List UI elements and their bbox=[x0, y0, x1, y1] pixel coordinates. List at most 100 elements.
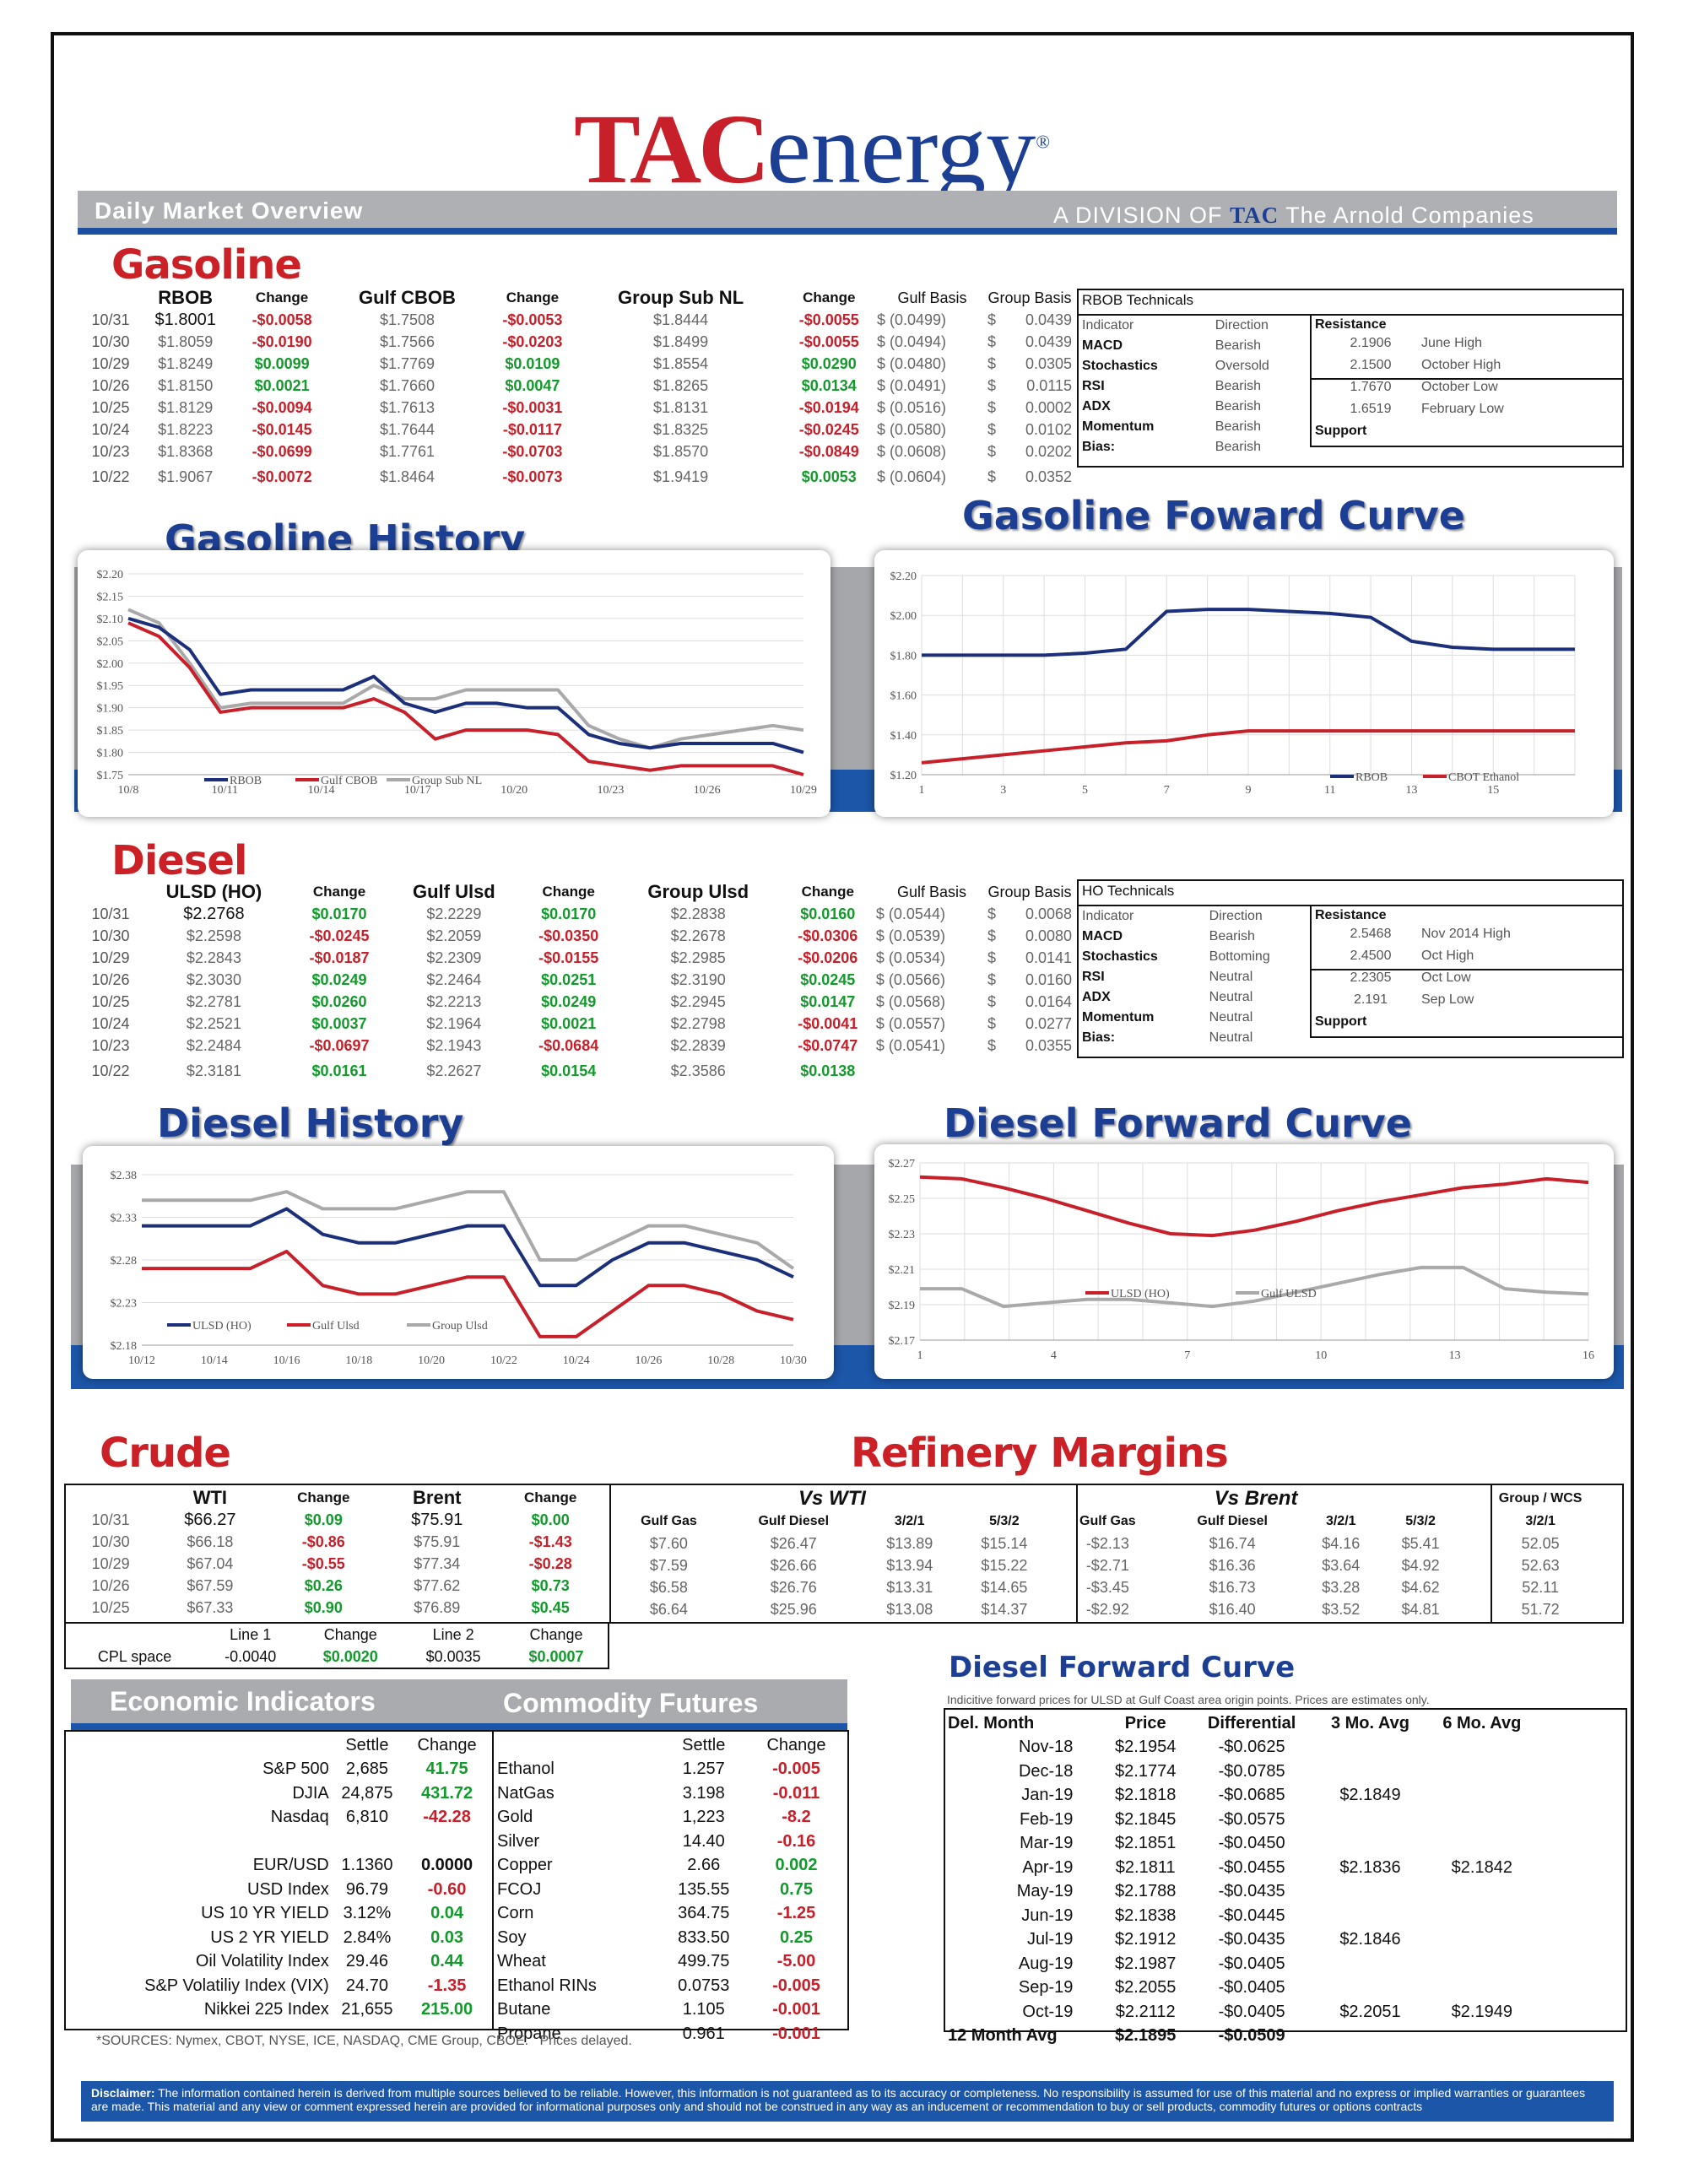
fc-cell: -$0.0575 bbox=[1218, 1809, 1285, 1829]
change-cell: -$0.0203 bbox=[502, 332, 563, 350]
table-row: 10/30 $66.18 -$0.86 $75.91 -$1.43 bbox=[68, 1531, 608, 1553]
name-cell: Corn bbox=[497, 1904, 534, 1923]
value-cell: $ (0.0516) bbox=[877, 398, 947, 416]
header-underline bbox=[78, 228, 1617, 235]
change-cell: $0.0021 bbox=[254, 376, 310, 394]
price-cell: $67.59 bbox=[187, 1576, 234, 1594]
table-row: Silver 14.40 -0.16 bbox=[496, 1830, 846, 1854]
table-row: Aug-19 $2.1987 -$0.0405 bbox=[947, 1952, 1538, 1976]
table-row: FCOJ 135.55 0.75 bbox=[496, 1878, 846, 1902]
date-cell: 10/24 bbox=[91, 1014, 130, 1032]
price-cell: $67.04 bbox=[187, 1554, 234, 1572]
series-line-ulsd-ho- bbox=[142, 1207, 794, 1288]
fc-cell bbox=[1314, 1904, 1426, 1928]
column-header: Gulf Gas bbox=[1079, 1514, 1136, 1528]
diesel-history-title: Diesel History bbox=[157, 1100, 464, 1146]
header-bar bbox=[78, 191, 1617, 228]
name-cell: Silver bbox=[497, 1831, 540, 1851]
x-tick-label: 10/24 bbox=[563, 1354, 590, 1367]
econ-header-bar bbox=[71, 1679, 847, 1723]
change-cell: $0.0251 bbox=[541, 970, 597, 988]
indicator-direction: Bearish bbox=[1209, 929, 1255, 943]
diesel-fc-table-title: Diesel Forward Curve bbox=[949, 1651, 1296, 1684]
crude-title: Crude bbox=[100, 1430, 231, 1477]
table-row: 10/25 $67.33 $0.90 $76.89 $0.45 bbox=[68, 1597, 608, 1619]
change-cell: -0.001 bbox=[772, 2000, 820, 2019]
fc-cell: $2.1838 bbox=[1115, 1906, 1177, 1925]
change-cell: 41.75 bbox=[425, 1760, 468, 1779]
diesel-forward-title: Diesel Forward Curve bbox=[944, 1100, 1412, 1146]
change-cell: -0.16 bbox=[776, 1831, 816, 1851]
change-cell: -$0.0747 bbox=[798, 1036, 858, 1054]
value-cell: $ (0.0580) bbox=[877, 420, 947, 438]
legend-label: Group Sub NL bbox=[412, 775, 482, 787]
fc-cell bbox=[1314, 1808, 1426, 1832]
cpl-cell: $0.0020 bbox=[322, 1647, 378, 1665]
table-row: 10/24 $1.8223 -$0.0145 $1.7644 -$0.0117 $1.83… bbox=[84, 419, 1072, 441]
series-line-cbot-ethanol bbox=[921, 729, 1575, 765]
table-row: Copper 2.66 0.002 bbox=[496, 1854, 846, 1879]
price-cell: $1.8059 bbox=[158, 332, 214, 350]
economic-table: Settle Change S&P 500 2,685 41.75 DJIA 24,875 4… bbox=[69, 1733, 490, 2022]
sources-note: *SOURCES: Nymex, CBOT, NYSE, ICE, NASDAQ… bbox=[96, 2034, 632, 2048]
fc-cell bbox=[1426, 1952, 1538, 1976]
value-cell: $2.2945 bbox=[670, 992, 726, 1010]
settle-cell bbox=[330, 1830, 404, 1854]
price-cell: $2.2484 bbox=[186, 1036, 241, 1054]
change-cell: $0.73 bbox=[531, 1576, 570, 1594]
column-header: Change bbox=[524, 1489, 577, 1506]
fc-cell bbox=[1314, 1736, 1426, 1760]
refinery-table: Vs WTI Vs Brent Group / WCS Gulf Gas Gulf Di… bbox=[613, 1487, 1620, 1620]
basis-dollar: $ bbox=[987, 420, 997, 438]
y-tick-label: $2.21 bbox=[889, 1264, 916, 1277]
indicator-name: RSI bbox=[1082, 379, 1105, 393]
indicator-name: Stochastics bbox=[1082, 359, 1158, 373]
x-tick-label: 11 bbox=[1324, 784, 1335, 797]
change-cell: $0.0134 bbox=[801, 376, 857, 394]
basis-dollar: $ bbox=[987, 949, 997, 966]
fc-cell bbox=[1426, 1736, 1538, 1760]
change-cell: -$0.0031 bbox=[502, 398, 563, 416]
change-cell: $0.0053 bbox=[801, 468, 857, 485]
table-row: Soy 833.50 0.25 bbox=[496, 1926, 846, 1950]
table-row: 10/26 $2.3030 $0.0249 $2.2464 $0.0251 $2.3190… bbox=[84, 969, 1072, 991]
price-cell: $66.27 bbox=[184, 1510, 236, 1529]
table-row: 10/22 $1.9067 -$0.0072 $1.8464 -$0.0073 $1.94… bbox=[84, 462, 1072, 491]
indicator-direction: Bearish bbox=[1215, 338, 1262, 353]
daily-market-overview: Daily Market Overview bbox=[95, 197, 364, 224]
fc-cell: $2.1788 bbox=[1115, 1882, 1177, 1901]
change-cell: $0.0109 bbox=[505, 354, 560, 372]
fc-cell: -$0.0435 bbox=[1218, 1930, 1285, 1949]
name-cell: NatGas bbox=[497, 1783, 555, 1803]
column-header: Change bbox=[297, 1489, 350, 1506]
change-cell: 0.002 bbox=[775, 1856, 818, 1875]
change-cell: -0.001 bbox=[772, 2024, 820, 2043]
basis-dollar: $ bbox=[987, 992, 997, 1010]
fc-cell bbox=[1314, 1952, 1426, 1976]
gasoline-forward-title: Gasoline Foward Curve bbox=[962, 493, 1465, 538]
crude-refinery-box bbox=[64, 1484, 1624, 1624]
fc-cell bbox=[1314, 1880, 1426, 1905]
table-row: Oct-19 $2.2112 -$0.0405 $2.2051 $2.1949 bbox=[947, 2000, 1538, 2025]
price-cell: $2.2843 bbox=[186, 949, 241, 966]
basis-value: 0.0068 bbox=[1025, 905, 1072, 922]
price-cell: $2.2768 bbox=[183, 904, 245, 923]
fc-cell: -$0.0405 bbox=[1218, 2002, 1285, 2021]
x-tick-label: 10/12 bbox=[128, 1354, 155, 1367]
column-header: Change bbox=[766, 1735, 826, 1754]
table-row bbox=[69, 1830, 490, 1854]
x-tick-label: 10/17 bbox=[404, 784, 431, 797]
indicator-name: ADX bbox=[1082, 990, 1111, 1004]
change-cell: -0.011 bbox=[772, 1783, 820, 1803]
name-cell: US 10 YR YIELD bbox=[201, 1904, 329, 1923]
date-cell: 10/30 bbox=[91, 332, 130, 350]
y-tick-label: $2.10 bbox=[97, 614, 124, 626]
cpl-header: Change bbox=[529, 1625, 583, 1643]
basis-dollar: $ bbox=[987, 927, 997, 944]
change-cell: -$1.43 bbox=[528, 1533, 572, 1550]
y-tick-label: $2.00 bbox=[890, 610, 917, 623]
price-cell: $77.34 bbox=[414, 1554, 461, 1572]
basis-dollar bbox=[987, 1057, 1004, 1085]
settle-cell: 364.75 bbox=[678, 1904, 730, 1923]
fc-cell: -$0.0445 bbox=[1218, 1906, 1285, 1925]
